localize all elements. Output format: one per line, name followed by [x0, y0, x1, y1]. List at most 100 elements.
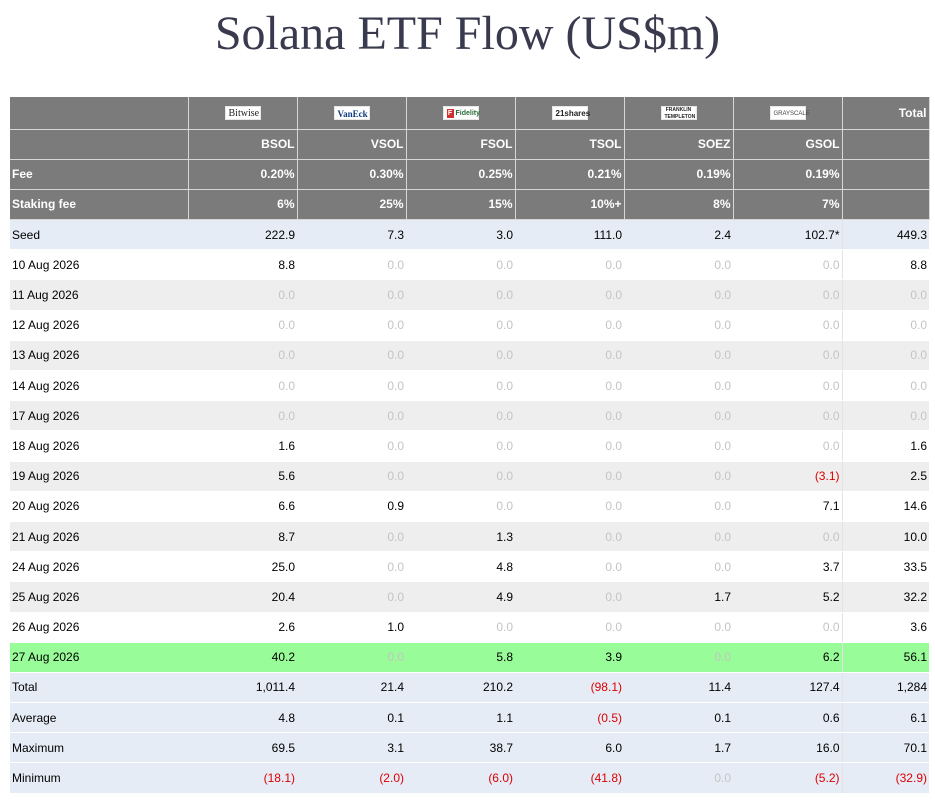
flow-cell: 6.6 [188, 491, 297, 522]
flow-cell: 0.0 [406, 279, 515, 311]
row-total-cell: 0.0 [841, 279, 929, 311]
flow-cell: 7.3 [297, 219, 406, 251]
issuer-logo-cell: GRAYSCALE [733, 97, 843, 130]
flow-cell: 5.2 [733, 581, 842, 613]
flow-cell: 0.0 [624, 400, 733, 432]
issuer-logo-cell: VanEck [297, 97, 407, 130]
fidelity-logo-text: Fidelity [455, 110, 481, 118]
table-row: 24 Aug 2026 25.0 0.0 4.8 0.0 0.0 3.7 33.5 [10, 551, 929, 583]
row-label: 18 Aug 2026 [10, 430, 188, 462]
issuer-logo-cell: FRANKLIN TEMPLETON [624, 97, 734, 130]
flow-cell: 0.0 [515, 400, 624, 432]
table-row: 11 Aug 2026 0.0 0.0 0.0 0.0 0.0 0.0 0.0 [10, 279, 929, 311]
flow-cell: 0.0 [515, 521, 624, 553]
flow-cell: 11.4 [624, 672, 733, 704]
row-total-cell: 10.0 [841, 521, 929, 553]
row-label: 10 Aug 2026 [10, 249, 188, 281]
flow-cell: 0.0 [624, 370, 733, 402]
flow-cell: 0.0 [515, 491, 624, 522]
flow-cell: 127.4 [733, 672, 842, 704]
fee-row-label: Fee [10, 159, 189, 190]
issuer-logo-cell: 21shares [515, 97, 625, 130]
flow-cell: 1.6 [188, 430, 297, 462]
flow-cell: 0.0 [297, 310, 406, 341]
row-label: Total [10, 672, 188, 704]
flow-cell: 0.1 [297, 702, 406, 734]
flow-cell: 0.0 [515, 370, 624, 402]
flow-cell: 0.0 [624, 762, 733, 794]
etf-flow-table: Bitwise VanEck F Fidelity 21shares FRANKL… [10, 97, 930, 794]
flow-cell: 4.9 [406, 581, 515, 613]
flow-cell: 102.7* [733, 219, 842, 251]
flow-cell: 0.0 [297, 249, 406, 281]
flow-cell: 2.6 [188, 612, 297, 643]
flow-cell: 0.0 [515, 581, 624, 613]
flow-cell: 0.0 [624, 491, 733, 522]
flow-cell: (18.1) [188, 762, 297, 794]
staking-fee-row: Staking fee 6% 25% 15% 10%+ 8% 7% [10, 189, 930, 221]
row-label: 12 Aug 2026 [10, 310, 188, 341]
flow-cell: 0.0 [188, 279, 297, 311]
row-label: Minimum [10, 762, 188, 794]
row-total-cell: 0.0 [841, 370, 929, 402]
flow-cell: 1.1 [406, 702, 515, 734]
ticker-cell: SOEZ [624, 129, 734, 160]
fee-row: Fee 0.20% 0.30% 0.25% 0.21% 0.19% 0.19% [10, 159, 930, 190]
flow-cell: 7.1 [733, 491, 842, 522]
flow-cell: 20.4 [188, 581, 297, 613]
flow-cell: 16.0 [733, 732, 842, 764]
21shares-logo: 21shares [551, 106, 590, 121]
row-label: 25 Aug 2026 [10, 581, 188, 613]
table-row: Total 1,011.4 21.4 210.2 (98.1) 11.4 127.4 1,28… [10, 672, 929, 704]
flow-cell: 8.7 [188, 521, 297, 553]
row-label: 13 Aug 2026 [10, 340, 188, 372]
flow-cell: 3.9 [515, 642, 624, 673]
table-row: 20 Aug 2026 6.6 0.9 0.0 0.0 0.0 7.1 14.6 [10, 491, 929, 522]
flow-cell: 69.5 [188, 732, 297, 764]
flow-cell: 0.0 [733, 370, 842, 402]
row-total-cell: 32.2 [841, 581, 929, 613]
fee-total-cell [842, 159, 930, 190]
flow-cell: 1.0 [297, 612, 406, 643]
flow-cell: 0.0 [515, 279, 624, 311]
bitwise-logo: Bitwise [224, 106, 261, 121]
row-label: Seed [10, 219, 188, 251]
flow-cell: 0.0 [406, 612, 515, 643]
flow-cell: 0.0 [406, 400, 515, 432]
staking-fee-cell: 25% [297, 189, 407, 221]
flow-cell: 0.0 [297, 461, 406, 492]
flow-cell: 0.0 [297, 279, 406, 311]
staking-fee-cell: 15% [406, 189, 516, 221]
flow-cell: 0.0 [733, 521, 842, 553]
row-label: 19 Aug 2026 [10, 461, 188, 492]
flow-cell: 8.8 [188, 249, 297, 281]
flow-cell: 0.0 [624, 430, 733, 462]
staking-fee-cell: 8% [624, 189, 734, 221]
flow-cell: 0.0 [406, 491, 515, 522]
flow-cell: 6.2 [733, 642, 842, 673]
flow-cell: 0.0 [515, 249, 624, 281]
row-label: 14 Aug 2026 [10, 370, 188, 402]
flow-cell: 0.0 [406, 249, 515, 281]
row-total-cell: (32.9) [841, 762, 929, 794]
flow-cell: 0.0 [515, 310, 624, 341]
row-total-cell: 1,284 [841, 672, 929, 704]
grayscale-logo: GRAYSCALE [769, 106, 810, 121]
flow-cell: 0.0 [297, 551, 406, 583]
row-label: 17 Aug 2026 [10, 400, 188, 432]
flow-cell: 1.7 [624, 732, 733, 764]
flow-cell: 0.0 [297, 400, 406, 432]
row-total-cell: 1.6 [841, 430, 929, 462]
flow-cell: 0.0 [733, 340, 842, 372]
ticker-row-label [10, 129, 189, 160]
fee-cell: 0.19% [624, 159, 734, 190]
flow-cell: (6.0) [406, 762, 515, 794]
flow-cell: 0.0 [297, 430, 406, 462]
flow-cell: 0.0 [624, 642, 733, 673]
issuer-logo-cell: F Fidelity [406, 97, 516, 130]
flow-cell: 1.3 [406, 521, 515, 553]
flow-cell: 0.6 [733, 702, 842, 734]
ticker-row: BSOL VSOL FSOL TSOL SOEZ GSOL [10, 129, 930, 160]
issuer-logo-row: Bitwise VanEck F Fidelity 21shares FRANKL… [10, 97, 930, 130]
flow-cell: 0.0 [624, 551, 733, 583]
